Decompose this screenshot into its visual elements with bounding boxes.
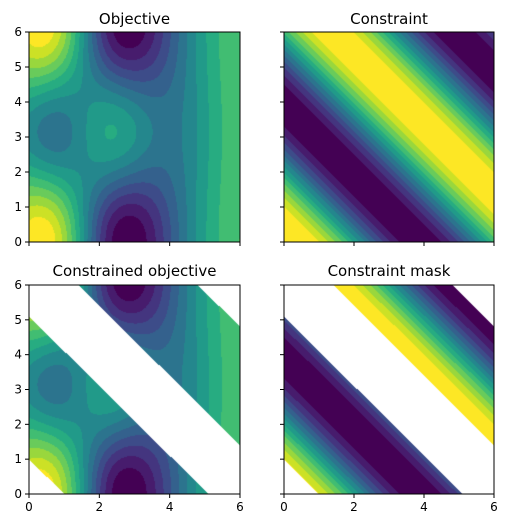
x-tick-label: 4 bbox=[420, 500, 428, 514]
y-axis: 0 1 2 3 4 5 6 bbox=[280, 31, 284, 243]
x-tick-label: 6 bbox=[490, 500, 498, 514]
x-tick-label: 0 bbox=[280, 500, 288, 514]
heatmap-image bbox=[29, 32, 240, 242]
y-tick-label: 6 bbox=[14, 278, 22, 292]
panel-title: Constrained objective bbox=[53, 262, 217, 280]
y-tick-label: 4 bbox=[14, 348, 22, 362]
panel-constraint-mask: Constraint mask 0 2 4 6 0 1 2 3 4 5 6 bbox=[280, 262, 498, 514]
y-tick-label: 3 bbox=[14, 130, 22, 144]
x-tick-label: 6 bbox=[236, 500, 244, 514]
y-axis: 0 1 2 3 4 5 6 bbox=[14, 25, 29, 249]
y-tick-label: 4 bbox=[14, 95, 22, 109]
y-axis: 0 1 2 3 4 5 6 bbox=[14, 278, 29, 501]
y-tick-label: 2 bbox=[14, 417, 22, 431]
y-tick-label: 6 bbox=[14, 25, 22, 39]
x-tick-label: 4 bbox=[166, 500, 174, 514]
panel-constrained-objective: Constrained objective 0 2 4 6 0 1 2 3 4 … bbox=[14, 262, 243, 514]
x-axis: 0 2 4 6 bbox=[283, 242, 495, 246]
heatmap-image bbox=[284, 32, 494, 242]
y-axis: 0 1 2 3 4 5 6 bbox=[280, 284, 284, 495]
y-tick-label: 3 bbox=[14, 383, 22, 397]
y-tick-label: 5 bbox=[14, 60, 22, 74]
panel-objective: Objective 0 2 4 6 0 1 2 3 4 5 6 bbox=[14, 10, 241, 249]
y-tick-label: 0 bbox=[14, 487, 22, 501]
y-tick-label: 2 bbox=[14, 165, 22, 179]
x-tick-label: 2 bbox=[96, 500, 104, 514]
x-tick-label: 2 bbox=[350, 500, 358, 514]
heatmap-image bbox=[29, 285, 240, 494]
panel-title: Objective bbox=[99, 10, 170, 28]
panel-title: Constraint mask bbox=[328, 262, 451, 280]
x-axis: 0 2 4 6 bbox=[28, 242, 241, 246]
y-tick-label: 0 bbox=[14, 235, 22, 249]
x-axis: 0 2 4 6 bbox=[280, 494, 498, 514]
panel-title: Constraint bbox=[350, 10, 428, 28]
panel-constraint: Constraint 0 2 4 6 0 1 2 3 4 5 6 bbox=[280, 10, 495, 246]
y-tick-label: 5 bbox=[14, 313, 22, 327]
y-tick-label: 1 bbox=[14, 452, 22, 466]
x-tick-label: 0 bbox=[25, 500, 33, 514]
x-axis: 0 2 4 6 bbox=[25, 494, 244, 514]
heatmap-image bbox=[284, 285, 494, 494]
y-tick-label: 1 bbox=[14, 200, 22, 214]
